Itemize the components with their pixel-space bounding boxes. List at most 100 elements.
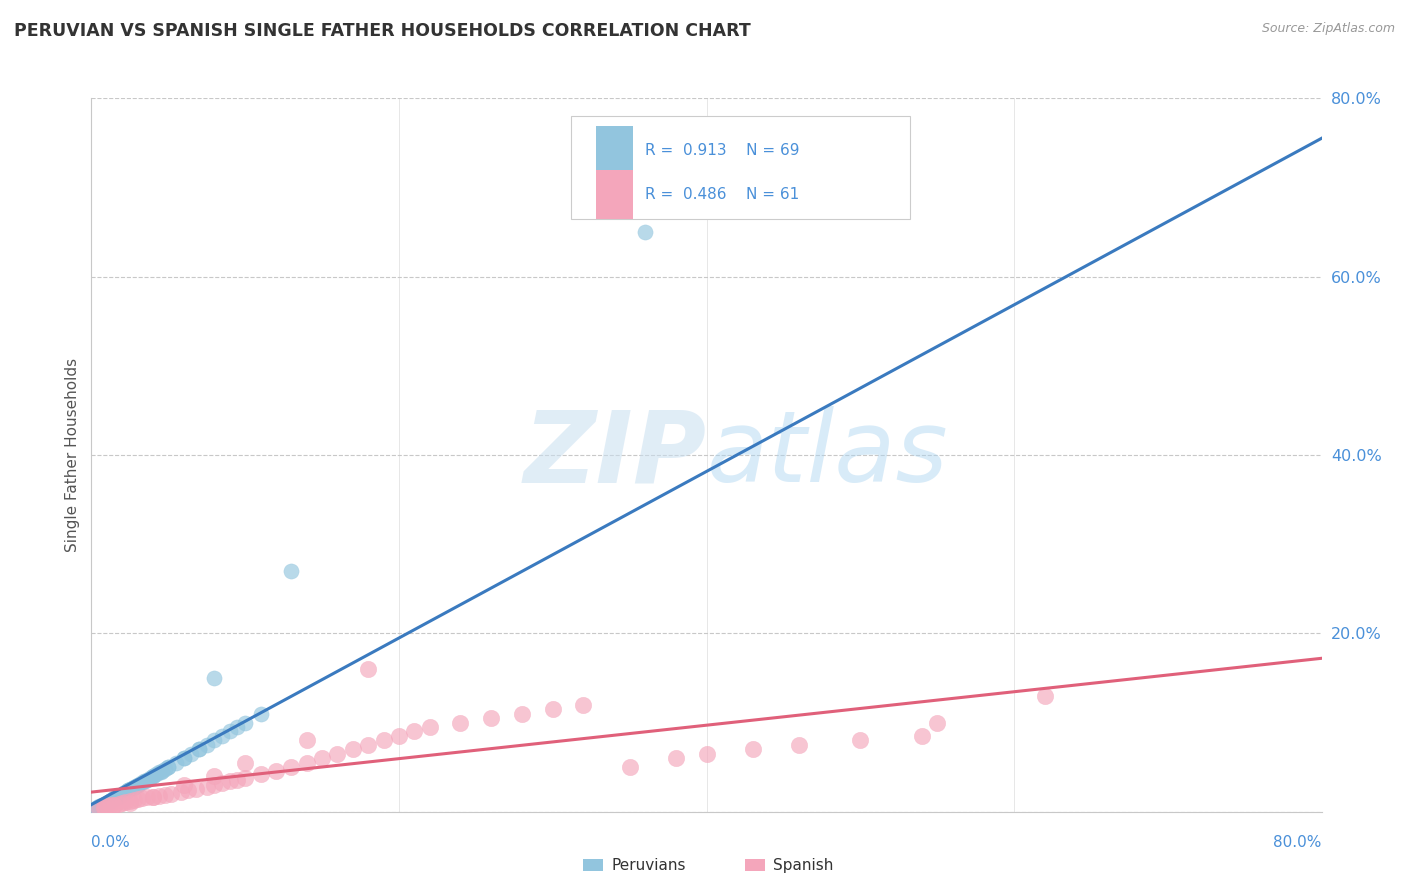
Point xyxy=(479,711,502,725)
Point xyxy=(122,780,145,795)
Point xyxy=(142,769,165,783)
Point xyxy=(188,742,211,756)
Point xyxy=(103,791,125,805)
Point xyxy=(202,733,225,747)
Text: ZIP: ZIP xyxy=(523,407,706,503)
Point xyxy=(117,783,139,797)
Point xyxy=(117,783,139,797)
Point xyxy=(98,794,121,808)
Point xyxy=(357,738,380,752)
Point xyxy=(148,789,170,803)
Point xyxy=(226,772,249,787)
Text: Spanish: Spanish xyxy=(773,858,834,872)
Point xyxy=(741,742,763,756)
Point xyxy=(211,729,233,743)
Point xyxy=(118,796,141,810)
Point xyxy=(108,789,131,803)
Point xyxy=(157,760,180,774)
Point xyxy=(134,773,156,788)
Point xyxy=(108,797,131,811)
Point xyxy=(388,729,411,743)
Point xyxy=(211,776,233,790)
Point xyxy=(342,742,364,756)
Point xyxy=(619,760,641,774)
Point xyxy=(98,798,121,813)
Point xyxy=(122,780,145,795)
Point xyxy=(264,764,287,778)
Point xyxy=(180,747,202,761)
Point xyxy=(135,772,157,787)
Point xyxy=(665,751,688,765)
Point xyxy=(96,799,118,814)
Point xyxy=(218,774,240,789)
Point xyxy=(311,751,333,765)
Point xyxy=(202,671,225,685)
Point xyxy=(103,798,125,813)
Point xyxy=(849,733,872,747)
Point xyxy=(87,802,110,816)
FancyBboxPatch shape xyxy=(571,116,910,219)
Point xyxy=(226,720,249,734)
Text: atlas: atlas xyxy=(706,407,948,503)
Point xyxy=(153,762,177,776)
Point xyxy=(149,764,172,779)
Point xyxy=(101,792,124,806)
Point xyxy=(131,791,153,805)
Point xyxy=(195,780,218,794)
Point xyxy=(100,793,122,807)
Point xyxy=(118,794,141,808)
Point xyxy=(124,780,146,794)
Point xyxy=(173,751,195,765)
Point xyxy=(87,799,110,814)
Point xyxy=(125,779,148,793)
Point xyxy=(184,781,207,796)
Point xyxy=(84,802,107,816)
Point xyxy=(177,783,200,797)
Text: R =  0.486    N = 61: R = 0.486 N = 61 xyxy=(645,187,799,202)
Point xyxy=(112,786,135,800)
Point xyxy=(127,778,149,792)
Point xyxy=(86,800,108,814)
Point xyxy=(98,794,121,808)
Point xyxy=(112,786,135,800)
Point xyxy=(169,785,191,799)
Point xyxy=(93,797,115,812)
Point xyxy=(173,751,195,765)
Point xyxy=(911,729,934,743)
Point xyxy=(634,225,657,239)
Point xyxy=(419,720,441,734)
Point xyxy=(94,797,117,811)
Text: Source: ZipAtlas.com: Source: ZipAtlas.com xyxy=(1261,22,1395,36)
Point xyxy=(160,787,183,801)
Point xyxy=(295,756,318,770)
Point xyxy=(120,781,142,796)
Point xyxy=(927,715,949,730)
Point xyxy=(105,790,127,805)
Text: 0.0%: 0.0% xyxy=(91,836,131,850)
Point xyxy=(188,742,211,756)
Point xyxy=(280,760,302,774)
Point xyxy=(118,782,141,797)
Point xyxy=(449,715,471,730)
Point xyxy=(111,787,134,801)
Point xyxy=(1033,689,1056,703)
Point xyxy=(124,793,146,807)
Point xyxy=(142,789,165,804)
Point xyxy=(97,795,120,809)
Point xyxy=(233,715,256,730)
Point xyxy=(218,724,240,739)
Point xyxy=(94,797,117,811)
Text: PERUVIAN VS SPANISH SINGLE FATHER HOUSEHOLDS CORRELATION CHART: PERUVIAN VS SPANISH SINGLE FATHER HOUSEH… xyxy=(14,22,751,40)
Text: Peruvians: Peruvians xyxy=(612,858,686,872)
Point xyxy=(165,756,187,770)
Point xyxy=(357,662,380,676)
Point xyxy=(127,792,149,806)
Point xyxy=(326,747,349,761)
Point xyxy=(114,785,136,799)
Point xyxy=(114,795,136,809)
Point xyxy=(373,733,395,747)
Point xyxy=(93,801,115,815)
FancyBboxPatch shape xyxy=(596,170,633,219)
Point xyxy=(195,738,218,752)
Y-axis label: Single Father Households: Single Father Households xyxy=(65,358,80,552)
